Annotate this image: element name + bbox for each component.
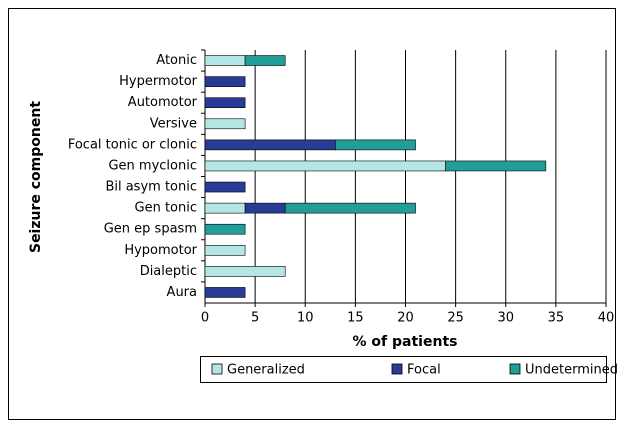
bar [204, 287, 246, 298]
x-tick-label: 10 [297, 311, 314, 326]
x-tick-label: 0 [201, 311, 209, 326]
y-tick-label: Focal tonic or clonic [68, 137, 197, 152]
x-tick-label: 30 [497, 311, 514, 326]
y-tick-label: Aura [167, 285, 197, 300]
y-tick-label: Bil asym tonic [105, 180, 197, 195]
y-tick-label: Versive [150, 116, 197, 131]
x-tick-label: 5 [251, 311, 259, 326]
y-tick-label: Gen tonic [135, 201, 198, 216]
x-axis-label: % of patients [353, 334, 458, 350]
bar [244, 202, 286, 214]
bar [204, 139, 336, 151]
y-tick-label: Gen ep spasm [104, 222, 197, 237]
bar [204, 118, 246, 130]
bar [204, 160, 446, 172]
bar [204, 223, 246, 235]
legend-swatch [391, 363, 403, 375]
bar [335, 139, 416, 151]
legend-label: Generalized [227, 363, 305, 378]
x-tick-label: 35 [548, 311, 565, 326]
bar [204, 202, 246, 214]
y-tick-label: Dialeptic [140, 264, 197, 279]
frame [8, 8, 616, 420]
y-tick-label: Hypomotor [124, 243, 197, 258]
bar [204, 266, 286, 277]
x-tick-label: 20 [397, 311, 414, 326]
y-axis-label: Seizure component [28, 101, 44, 253]
x-tick-label: 25 [447, 311, 464, 326]
bar [204, 181, 246, 193]
bar [204, 244, 246, 256]
legend-label: Undetermined [525, 363, 618, 378]
legend-box [200, 356, 607, 383]
bar [204, 76, 246, 87]
y-tick-label: Hypermotor [119, 74, 198, 89]
legend-swatch [211, 363, 223, 375]
bar [244, 55, 286, 66]
y-tick-label: Gen myclonic [108, 158, 197, 173]
bar [445, 160, 547, 172]
legend-label: Focal [407, 363, 441, 378]
legend-swatch [509, 363, 521, 375]
x-tick-label: 40 [598, 311, 615, 326]
bar [284, 202, 416, 214]
x-tick-label: 15 [347, 311, 364, 326]
bar [204, 55, 246, 66]
bar [204, 97, 246, 109]
y-tick-label: Atonic [156, 53, 197, 68]
y-tick-label: Automotor [128, 95, 198, 110]
